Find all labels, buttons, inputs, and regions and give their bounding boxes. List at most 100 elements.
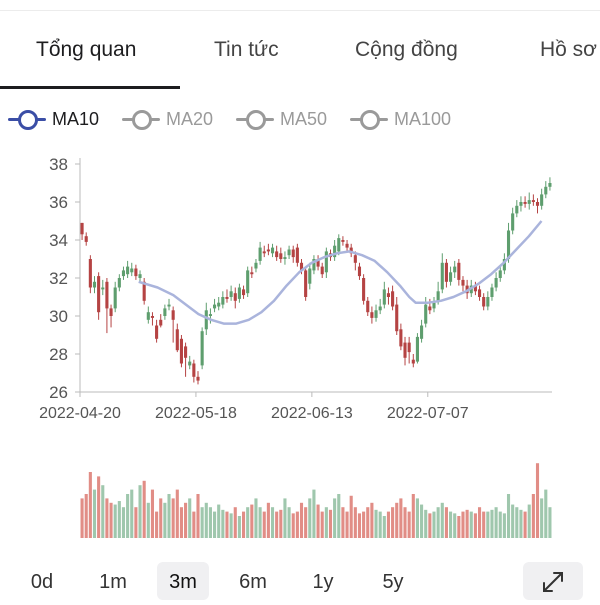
candle-body xyxy=(444,262,448,282)
volume-bar xyxy=(138,485,142,538)
legend-ma100[interactable]: MA100 xyxy=(350,105,451,133)
candle-body xyxy=(121,270,126,277)
ma20-line-icon xyxy=(122,109,160,130)
volume-bar xyxy=(453,513,457,538)
candle-body xyxy=(449,272,453,282)
legend-ma50[interactable]: MA50 xyxy=(236,105,327,133)
candle-body xyxy=(171,310,175,320)
volume-bar xyxy=(548,507,552,538)
volume-bar xyxy=(266,502,270,538)
volume-bar xyxy=(411,494,415,538)
volume-bar xyxy=(457,516,461,538)
candle-body xyxy=(308,268,312,284)
period-0d[interactable]: 0d xyxy=(30,571,54,593)
volume-bar xyxy=(506,494,511,538)
candle-body xyxy=(378,306,382,311)
candle-body xyxy=(531,200,535,202)
candle-body xyxy=(386,293,391,297)
volume-bar xyxy=(262,511,266,538)
volume-bar xyxy=(328,509,333,538)
volume-bar xyxy=(540,498,544,538)
candle-body xyxy=(457,262,461,280)
y-tick-label: 30 xyxy=(49,307,68,326)
candle-body xyxy=(246,270,250,294)
candle-body xyxy=(138,274,142,278)
volume-bar xyxy=(217,504,221,538)
volume-bar xyxy=(531,494,535,538)
volume-bar xyxy=(275,511,279,538)
tab-profile[interactable]: Hồ sơ xyxy=(540,38,597,61)
candle-body xyxy=(213,304,217,309)
volume-bar xyxy=(473,513,477,538)
candle-body xyxy=(482,297,486,307)
volume-bar xyxy=(391,507,395,538)
candle-body xyxy=(370,312,374,318)
candle-body xyxy=(134,268,138,277)
tab-news[interactable]: Tin tức xyxy=(214,38,279,61)
volume-bar xyxy=(527,504,531,538)
volume-bar xyxy=(246,507,250,538)
volume-bar xyxy=(461,511,465,538)
volume-bar xyxy=(511,504,515,538)
candle-body xyxy=(84,236,88,242)
candle-body xyxy=(295,247,299,263)
candle-body xyxy=(395,304,399,332)
candle-body xyxy=(117,278,121,288)
candle-body xyxy=(287,249,291,256)
volume-bar xyxy=(502,513,506,538)
volume-bar xyxy=(407,511,411,538)
tab-overview[interactable]: Tổng quan xyxy=(36,38,137,61)
candle-body xyxy=(366,300,370,313)
period-1m[interactable]: 1m xyxy=(99,571,127,593)
candle-body xyxy=(312,259,316,271)
volume-bar xyxy=(92,489,97,538)
period-3m[interactable]: 3m xyxy=(157,562,209,600)
volume-bar xyxy=(308,498,312,538)
volume-bar xyxy=(440,502,444,538)
candle-body xyxy=(473,285,477,292)
volume-bar xyxy=(544,489,548,538)
candle-body xyxy=(320,266,324,275)
candle-body xyxy=(155,325,159,339)
tab-community[interactable]: Cộng đồng xyxy=(355,38,458,61)
legend-ma20[interactable]: MA20 xyxy=(122,105,213,133)
volume-bar xyxy=(229,513,233,538)
volume-bar xyxy=(378,511,382,538)
candle-body xyxy=(291,249,295,258)
volume-bar xyxy=(295,511,299,538)
period-selector: 0d 1m 3m 6m 1y 5y xyxy=(0,562,600,600)
candle-body xyxy=(229,291,233,297)
expand-icon xyxy=(543,572,563,592)
volume-bar xyxy=(163,502,167,538)
candle-body xyxy=(163,308,167,316)
volume-bar xyxy=(386,511,391,538)
volume-bar xyxy=(101,485,105,538)
candle-body xyxy=(349,247,353,254)
candle-body xyxy=(188,361,192,366)
volume-bar xyxy=(374,509,378,538)
volume-bar xyxy=(436,507,440,538)
volume-bar xyxy=(213,511,217,538)
volume-bar xyxy=(535,463,540,538)
candle-body xyxy=(225,297,229,299)
volume-bar xyxy=(109,502,113,538)
period-1y[interactable]: 1y xyxy=(312,571,334,593)
candle-body xyxy=(333,245,337,258)
legend-ma10[interactable]: MA10 xyxy=(8,105,99,133)
volume-bar xyxy=(241,511,246,538)
candle-body xyxy=(179,338,183,364)
candle-body xyxy=(101,287,105,290)
volume-bar xyxy=(357,513,362,538)
volume-bar xyxy=(415,498,419,538)
expand-button[interactable] xyxy=(523,562,583,600)
period-5y[interactable]: 5y xyxy=(382,571,404,593)
volume-bar xyxy=(469,511,473,538)
period-6m[interactable]: 6m xyxy=(239,571,267,593)
candle-body xyxy=(92,281,97,288)
price-volume-chart[interactable]: 26 28 30 32 34 36 38 2022-04-20 2022-05-18 2022-0… xyxy=(0,140,600,550)
candle-body xyxy=(221,297,225,305)
candle-body xyxy=(196,376,200,381)
candle-body xyxy=(208,314,212,316)
candle-body xyxy=(341,240,345,242)
candle-body xyxy=(477,289,482,297)
